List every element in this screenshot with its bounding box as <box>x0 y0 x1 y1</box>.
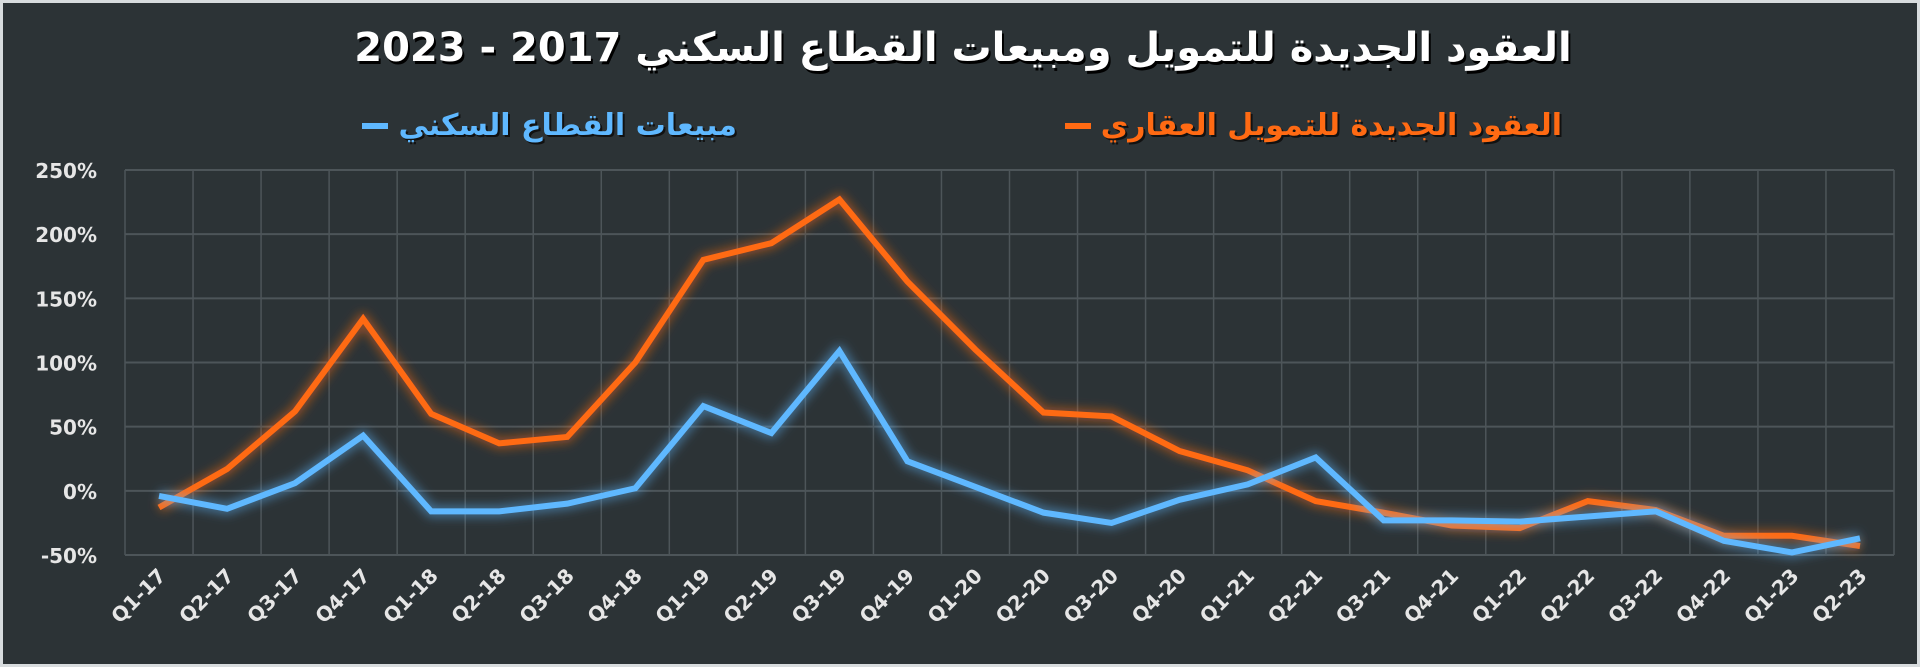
x-tick-label: Q2-18 <box>446 564 510 628</box>
y-tick-label: 100% <box>35 352 97 376</box>
legend-swatch-mortgage <box>1064 122 1091 129</box>
x-tick-label: Q1-19 <box>650 564 714 628</box>
x-tick-label: Q2-17 <box>174 564 238 628</box>
x-tick-label: Q1-20 <box>923 564 987 628</box>
legend-item-residential-sales: مبيعات القطاع السكني <box>362 108 737 143</box>
x-tick-label: Q4-21 <box>1399 564 1463 628</box>
series-lines <box>156 193 1862 559</box>
y-tick-label: -50% <box>41 544 97 568</box>
y-tick-label: 0% <box>63 480 97 504</box>
line-chart: 250%200%150%100%50%0%-50% Q1-17 Q2-17 Q3-1… <box>35 159 1895 628</box>
x-tick-label: Q1-18 <box>378 564 442 628</box>
x-tick-label: Q3-17 <box>242 564 306 628</box>
legend-label-mortgage: العقود الجديدة للتمويل العقاري <box>1100 108 1562 143</box>
y-tick-label: 250% <box>35 159 97 183</box>
x-tick-label: Q3-19 <box>787 564 851 628</box>
legend-item-mortgage: العقود الجديدة للتمويل العقاري <box>1064 108 1562 143</box>
x-tick-label: Q4-17 <box>310 564 374 628</box>
x-tick-label: Q1-23 <box>1739 564 1803 628</box>
x-tick-label: Q4-22 <box>1671 564 1735 628</box>
y-tick-label: 200% <box>35 223 97 247</box>
grid <box>124 169 1895 556</box>
x-tick-label: Q3-22 <box>1603 564 1667 628</box>
y-tick-label: 150% <box>35 287 97 311</box>
y-tick-label: 50% <box>49 416 97 440</box>
chart-title: العقود الجديدة للتمويل ومبيعات القطاع ال… <box>354 25 1572 71</box>
x-tick-label: Q3-20 <box>1059 564 1123 628</box>
x-tick-label: Q2-22 <box>1535 564 1599 628</box>
x-tick-label: Q1-17 <box>106 564 170 628</box>
x-tick-label: Q2-19 <box>719 564 783 628</box>
x-tick-label: Q2-23 <box>1807 564 1871 628</box>
x-tick-label: Q4-18 <box>582 564 646 628</box>
x-tick-label: Q4-19 <box>855 564 919 628</box>
series-line-mortgage <box>157 195 1861 549</box>
x-axis: Q1-17 Q2-17 Q3-17 Q4-17 Q1-18 Q2-18 Q3-18 Q4-18… <box>106 564 1871 628</box>
series-line-residential-sales <box>158 345 1861 556</box>
x-tick-label: Q2-21 <box>1263 564 1327 628</box>
legend-label-residential-sales: مبيعات القطاع السكني <box>398 108 737 143</box>
legend-swatch-residential-sales <box>362 122 389 129</box>
x-tick-label: Q3-18 <box>514 564 578 628</box>
x-tick-label: Q3-21 <box>1331 564 1395 628</box>
x-tick-label: Q2-20 <box>991 564 1055 628</box>
y-axis: 250% 200% 150% 100% 50% 0% -50% <box>35 159 97 568</box>
x-tick-label: Q4-20 <box>1127 564 1191 628</box>
x-tick-label: Q1-22 <box>1467 564 1531 628</box>
x-tick-label: Q1-21 <box>1195 564 1259 628</box>
